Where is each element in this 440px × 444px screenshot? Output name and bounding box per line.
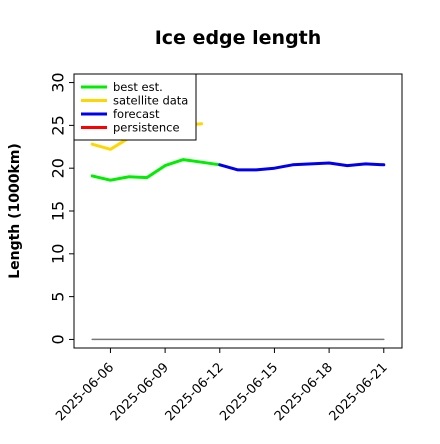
- y-tick-label: 0: [49, 334, 68, 344]
- plot-area: [90, 122, 386, 341]
- y-tick-label: 5: [49, 292, 68, 302]
- legend-label-3: persistence: [113, 121, 180, 135]
- legend: best est.satellite dataforecastpersisten…: [73, 73, 197, 141]
- series-line-forecast: [218, 161, 386, 172]
- series-line-best-est: [90, 158, 222, 182]
- y-tick-label: 20: [49, 158, 68, 178]
- x-tick-label: 2025-06-21: [327, 360, 391, 424]
- chart-title: Ice edge length: [155, 27, 322, 49]
- x-axis: 2025-06-062025-06-092025-06-122025-06-15…: [53, 348, 391, 424]
- y-tick-label: 25: [49, 115, 68, 135]
- y-tick-label: 15: [49, 201, 68, 221]
- y-axis: 0 5 10 15 20 25 30: [49, 72, 74, 344]
- series-line-satellite-data-0: [90, 136, 131, 151]
- y-tick-label: 30: [49, 72, 68, 92]
- legend-label-1: satellite data: [113, 94, 188, 108]
- legend-label-2: forecast: [113, 107, 160, 121]
- y-axis-label: Length (1000km): [7, 143, 23, 279]
- y-tick-label: 10: [49, 244, 68, 264]
- legend-label-0: best est.: [113, 80, 163, 94]
